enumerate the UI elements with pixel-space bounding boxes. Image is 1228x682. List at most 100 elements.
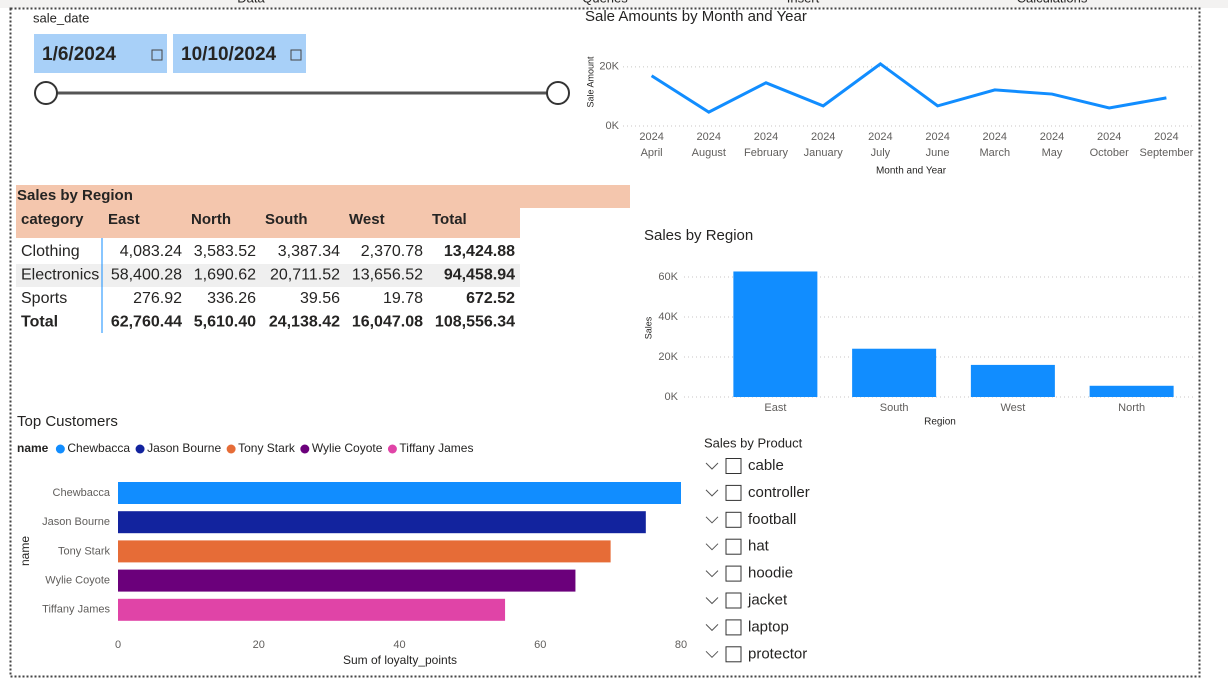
ribbon-tab: Queries <box>582 0 628 5</box>
x-tick-label: May <box>1042 147 1063 159</box>
slider-handle[interactable] <box>546 81 570 105</box>
checkbox[interactable] <box>725 511 742 528</box>
table-title: Sales by Region <box>17 187 133 204</box>
y-tick-label: Tony Stark <box>58 545 110 557</box>
y-tick-label: Tiffany James <box>42 604 110 616</box>
bar[interactable] <box>118 569 576 592</box>
bar[interactable] <box>970 364 1055 397</box>
slider-handle[interactable] <box>34 81 58 105</box>
bar[interactable] <box>118 540 611 563</box>
charts: Sale Amounts by Month and Year Sale Amoun… <box>17 8 1195 667</box>
table-cell: 58,400.28 <box>111 267 182 284</box>
bar[interactable] <box>733 271 818 397</box>
table-cell: 4,083.24 <box>120 243 182 260</box>
table-cell: Electronics <box>21 267 99 284</box>
product-item[interactable]: laptop <box>748 618 789 635</box>
checkbox[interactable] <box>725 538 742 555</box>
checkbox[interactable] <box>725 565 742 582</box>
table-header-bg <box>16 208 520 238</box>
table-cell: 3,583.52 <box>194 243 256 260</box>
table-cell: 2,370.78 <box>361 243 423 260</box>
y-tick-label: Wylie Coyote <box>45 575 110 587</box>
chart-title: Sales by Region <box>644 227 753 244</box>
x-tick-label: North <box>1118 402 1145 414</box>
bar[interactable] <box>852 348 937 397</box>
x-tick-label: 2024 <box>983 131 1007 143</box>
calendar-icon[interactable] <box>151 49 163 61</box>
bar[interactable] <box>1089 385 1174 397</box>
table-cell: 672.52 <box>466 290 515 307</box>
y-axis-label: Sale Amount <box>585 56 595 108</box>
y-tick-label: 20K <box>658 351 678 363</box>
x-tick-label: 40 <box>393 639 405 651</box>
x-tick-label: August <box>692 147 726 159</box>
legend-label[interactable]: Jason Bourne <box>147 441 221 455</box>
end-date-box[interactable] <box>173 34 306 73</box>
checkbox[interactable] <box>725 592 742 609</box>
x-tick-label: October <box>1090 147 1129 159</box>
legend-label[interactable]: Wylie Coyote <box>312 441 383 455</box>
table-cell: 24,138.42 <box>269 314 340 331</box>
x-tick-label: 0 <box>115 639 121 651</box>
x-tick-label: February <box>744 147 789 159</box>
bar[interactable] <box>118 482 681 504</box>
table-header: category <box>21 211 84 228</box>
product-item[interactable]: football <box>748 511 796 528</box>
x-tick-label: 2024 <box>925 131 949 143</box>
ribbon-strip <box>0 0 1228 8</box>
row-highlight <box>16 264 520 287</box>
chevron[interactable] <box>705 462 719 470</box>
table-header: Total <box>432 211 467 228</box>
start-date[interactable]: 1/6/2024 <box>42 44 116 65</box>
product-item[interactable]: jacket <box>747 591 788 608</box>
product-item[interactable]: hat <box>748 538 770 555</box>
chevron[interactable] <box>705 650 719 659</box>
x-tick-label: 2024 <box>811 131 835 143</box>
product-item[interactable]: protector <box>748 645 807 662</box>
table-cell: 3,387.34 <box>278 243 340 260</box>
table: category East North South West Total Clothing 4… <box>16 211 520 331</box>
checkbox[interactable] <box>725 484 742 501</box>
start-date-box[interactable] <box>34 34 167 73</box>
chevron[interactable] <box>705 489 719 497</box>
slicer-title: Sales by Product <box>704 435 803 450</box>
chevron[interactable] <box>705 516 719 524</box>
table-header: East <box>108 211 140 228</box>
y-tick-label: 60K <box>658 271 678 283</box>
product-list: cable controller football hat hoodie jacket la… <box>705 457 810 663</box>
legend-label[interactable]: Tony Stark <box>238 441 296 455</box>
y-tick-label: 40K <box>658 311 678 323</box>
calendar-icon[interactable] <box>290 49 302 61</box>
checkbox[interactable] <box>725 619 742 636</box>
chevron[interactable] <box>705 597 719 605</box>
chevron[interactable] <box>705 543 719 551</box>
legend-label[interactable]: Tiffany James <box>399 441 473 455</box>
legend-label[interactable]: Chewbacca <box>67 441 130 455</box>
chevron[interactable] <box>705 624 719 632</box>
table-cell: 108,556.34 <box>435 314 515 331</box>
chevron[interactable] <box>705 570 719 578</box>
end-date[interactable]: 10/10/2024 <box>181 44 277 65</box>
table-header: South <box>265 211 308 228</box>
table-cell: 16,047.08 <box>352 314 423 331</box>
checkbox[interactable] <box>725 458 742 474</box>
chart-title: Top Customers <box>17 413 118 430</box>
product-item[interactable]: cable <box>748 457 784 474</box>
legend-marker <box>387 444 397 454</box>
y-tick-label: Jason Bourne <box>42 516 110 528</box>
bar[interactable] <box>118 511 646 534</box>
x-tick-label: April <box>641 147 663 159</box>
product-item[interactable]: controller <box>748 484 810 501</box>
line-series <box>650 62 1167 114</box>
table-cell: 19.78 <box>383 290 423 307</box>
legend-title: name <box>17 441 49 455</box>
product-item[interactable]: hoodie <box>748 565 793 582</box>
table-cell: 39.56 <box>300 290 340 307</box>
slicer-label: sale_date <box>33 10 89 25</box>
table-cell: 1,690.62 <box>194 267 256 284</box>
legend-marker <box>226 444 236 454</box>
bar[interactable] <box>118 598 506 621</box>
checkbox[interactable] <box>725 646 742 663</box>
y-tick-label: Chewbacca <box>53 487 111 499</box>
